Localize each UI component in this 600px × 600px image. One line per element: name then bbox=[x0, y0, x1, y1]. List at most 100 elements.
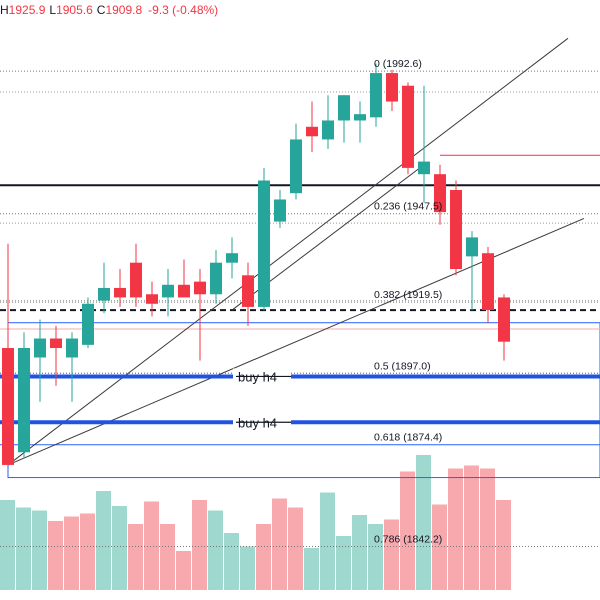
candle-body bbox=[370, 73, 382, 118]
fib-level-label: 0 (1992.6) bbox=[374, 58, 422, 70]
candle-body bbox=[450, 190, 462, 269]
candle bbox=[290, 123, 302, 200]
volume-bar bbox=[112, 506, 127, 590]
volume-bar bbox=[448, 468, 463, 590]
candle bbox=[34, 319, 46, 402]
candle bbox=[450, 180, 462, 276]
candle bbox=[322, 95, 334, 149]
volume-bar bbox=[304, 548, 319, 590]
close-value: 1909.8 bbox=[105, 3, 143, 17]
candle bbox=[258, 167, 270, 311]
candle-body bbox=[242, 275, 254, 307]
volume-bar bbox=[480, 468, 495, 590]
candle bbox=[66, 332, 78, 402]
candle-body bbox=[2, 348, 14, 465]
candle bbox=[338, 95, 350, 143]
fib-level-label: 0.5 (1897.0) bbox=[374, 360, 431, 372]
candle-body bbox=[402, 85, 414, 168]
candle bbox=[354, 101, 366, 143]
candle bbox=[226, 237, 238, 279]
candle bbox=[114, 269, 126, 307]
volume-bar bbox=[320, 492, 335, 590]
high-value: 1925.9 bbox=[8, 3, 46, 17]
candle bbox=[50, 325, 62, 386]
candle bbox=[274, 190, 286, 228]
candle bbox=[162, 269, 174, 317]
volume-bar bbox=[464, 465, 479, 590]
candle-body bbox=[18, 348, 30, 453]
candle bbox=[18, 332, 30, 459]
volume-bar bbox=[400, 471, 415, 590]
volume-bar bbox=[16, 507, 31, 590]
candles-layer bbox=[2, 63, 510, 465]
volume-bar bbox=[416, 455, 431, 590]
candle-body bbox=[162, 284, 174, 298]
candle bbox=[146, 281, 158, 317]
volume-bar bbox=[96, 491, 111, 590]
candle bbox=[370, 63, 382, 127]
candle bbox=[210, 250, 222, 304]
volume-bar bbox=[224, 533, 239, 590]
volume-bar bbox=[336, 536, 351, 590]
candle bbox=[2, 243, 14, 465]
candle-body bbox=[290, 139, 302, 194]
volume-bar bbox=[160, 524, 175, 590]
candle-body bbox=[66, 338, 78, 358]
low-value: 1905.6 bbox=[56, 3, 93, 17]
volume-bar bbox=[208, 510, 223, 590]
candle-body bbox=[322, 120, 334, 140]
candle-body bbox=[482, 253, 494, 311]
candle bbox=[386, 69, 398, 111]
close-label: C bbox=[96, 3, 106, 17]
candle-body bbox=[338, 95, 350, 121]
candle-body bbox=[82, 303, 94, 345]
candle bbox=[418, 85, 430, 203]
ohlc-legend: H1925.9 L1905.6 C1909.8 -9.3 (-0.48%) bbox=[0, 3, 218, 17]
drawing-layer bbox=[0, 37, 600, 547]
candle-body bbox=[226, 253, 238, 263]
volume-bar bbox=[144, 501, 159, 590]
trendline bbox=[7, 37, 569, 466]
rectangle-drawing bbox=[7, 322, 600, 479]
trendline bbox=[7, 217, 585, 466]
fib-level-label: 0.618 (1874.4) bbox=[374, 432, 442, 444]
volume-bar bbox=[288, 507, 303, 590]
candle-body bbox=[498, 297, 510, 342]
fib-level-label: 0.382 (1919.5) bbox=[374, 289, 442, 301]
volume-bar bbox=[352, 515, 367, 590]
volume-bar bbox=[0, 500, 15, 590]
change-value: -9.3 (-0.48%) bbox=[148, 3, 219, 17]
volume-bar bbox=[80, 513, 95, 590]
candle bbox=[194, 269, 206, 361]
candle-body bbox=[434, 174, 446, 213]
volume-bar bbox=[176, 551, 191, 590]
fib-level-label: 0.236 (1947.5) bbox=[374, 201, 442, 213]
labels-layer: 0 (1992.6) 0.236 (1947.5) 0.382 (1919.5) 0.… bbox=[233, 58, 442, 545]
volume-bar bbox=[48, 521, 63, 590]
candle bbox=[242, 262, 254, 326]
volume-bar bbox=[32, 510, 47, 590]
low-label: L bbox=[49, 3, 57, 17]
candle bbox=[178, 259, 190, 298]
candle-body bbox=[354, 114, 366, 121]
volume-bar bbox=[64, 516, 79, 590]
candle bbox=[130, 243, 142, 307]
volume-bar bbox=[432, 504, 447, 590]
candle-body bbox=[146, 294, 158, 304]
volume-bar bbox=[272, 498, 287, 590]
candle bbox=[402, 82, 414, 175]
candle-body bbox=[194, 281, 206, 295]
candle bbox=[434, 164, 446, 225]
candle-body bbox=[418, 161, 430, 175]
volume-bar bbox=[384, 519, 399, 590]
volume-bar bbox=[496, 500, 511, 590]
volume-layer bbox=[0, 455, 511, 590]
candle-body bbox=[258, 180, 270, 307]
candle-body bbox=[386, 73, 398, 102]
volume-bar bbox=[192, 500, 207, 590]
candle-body bbox=[34, 338, 46, 358]
candle-body bbox=[466, 237, 478, 257]
candle bbox=[82, 297, 94, 348]
candle bbox=[482, 246, 494, 323]
